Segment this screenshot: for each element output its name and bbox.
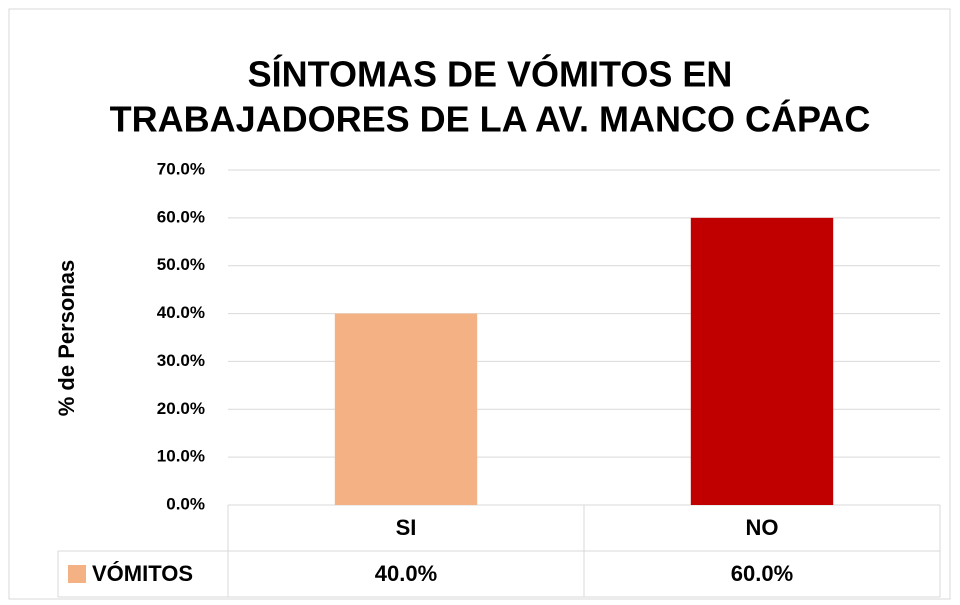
y-tick-label: 50.0%: [157, 255, 205, 274]
bar: [334, 313, 478, 505]
table-value: 40.0%: [375, 561, 437, 586]
chart-title: SÍNTOMAS DE VÓMITOS EN: [248, 53, 733, 95]
y-tick-label: 70.0%: [157, 159, 205, 178]
legend-label: VÓMITOS: [92, 561, 193, 586]
y-axis-label: % de Personas: [54, 260, 79, 417]
y-tick-label: 20.0%: [157, 399, 205, 418]
x-tick-label: SI: [396, 515, 417, 540]
y-tick-label: 10.0%: [157, 447, 205, 466]
y-tick-label: 60.0%: [157, 207, 205, 226]
table-value: 60.0%: [731, 561, 793, 586]
y-tick-label: 30.0%: [157, 351, 205, 370]
bar: [690, 217, 834, 505]
y-tick-label: 0.0%: [166, 494, 205, 513]
x-tick-label: NO: [746, 515, 779, 540]
legend-key: [68, 565, 86, 583]
chart-title: TRABAJADORES DE LA AV. MANCO CÁPAC: [110, 99, 871, 140]
y-tick-label: 40.0%: [157, 303, 205, 322]
